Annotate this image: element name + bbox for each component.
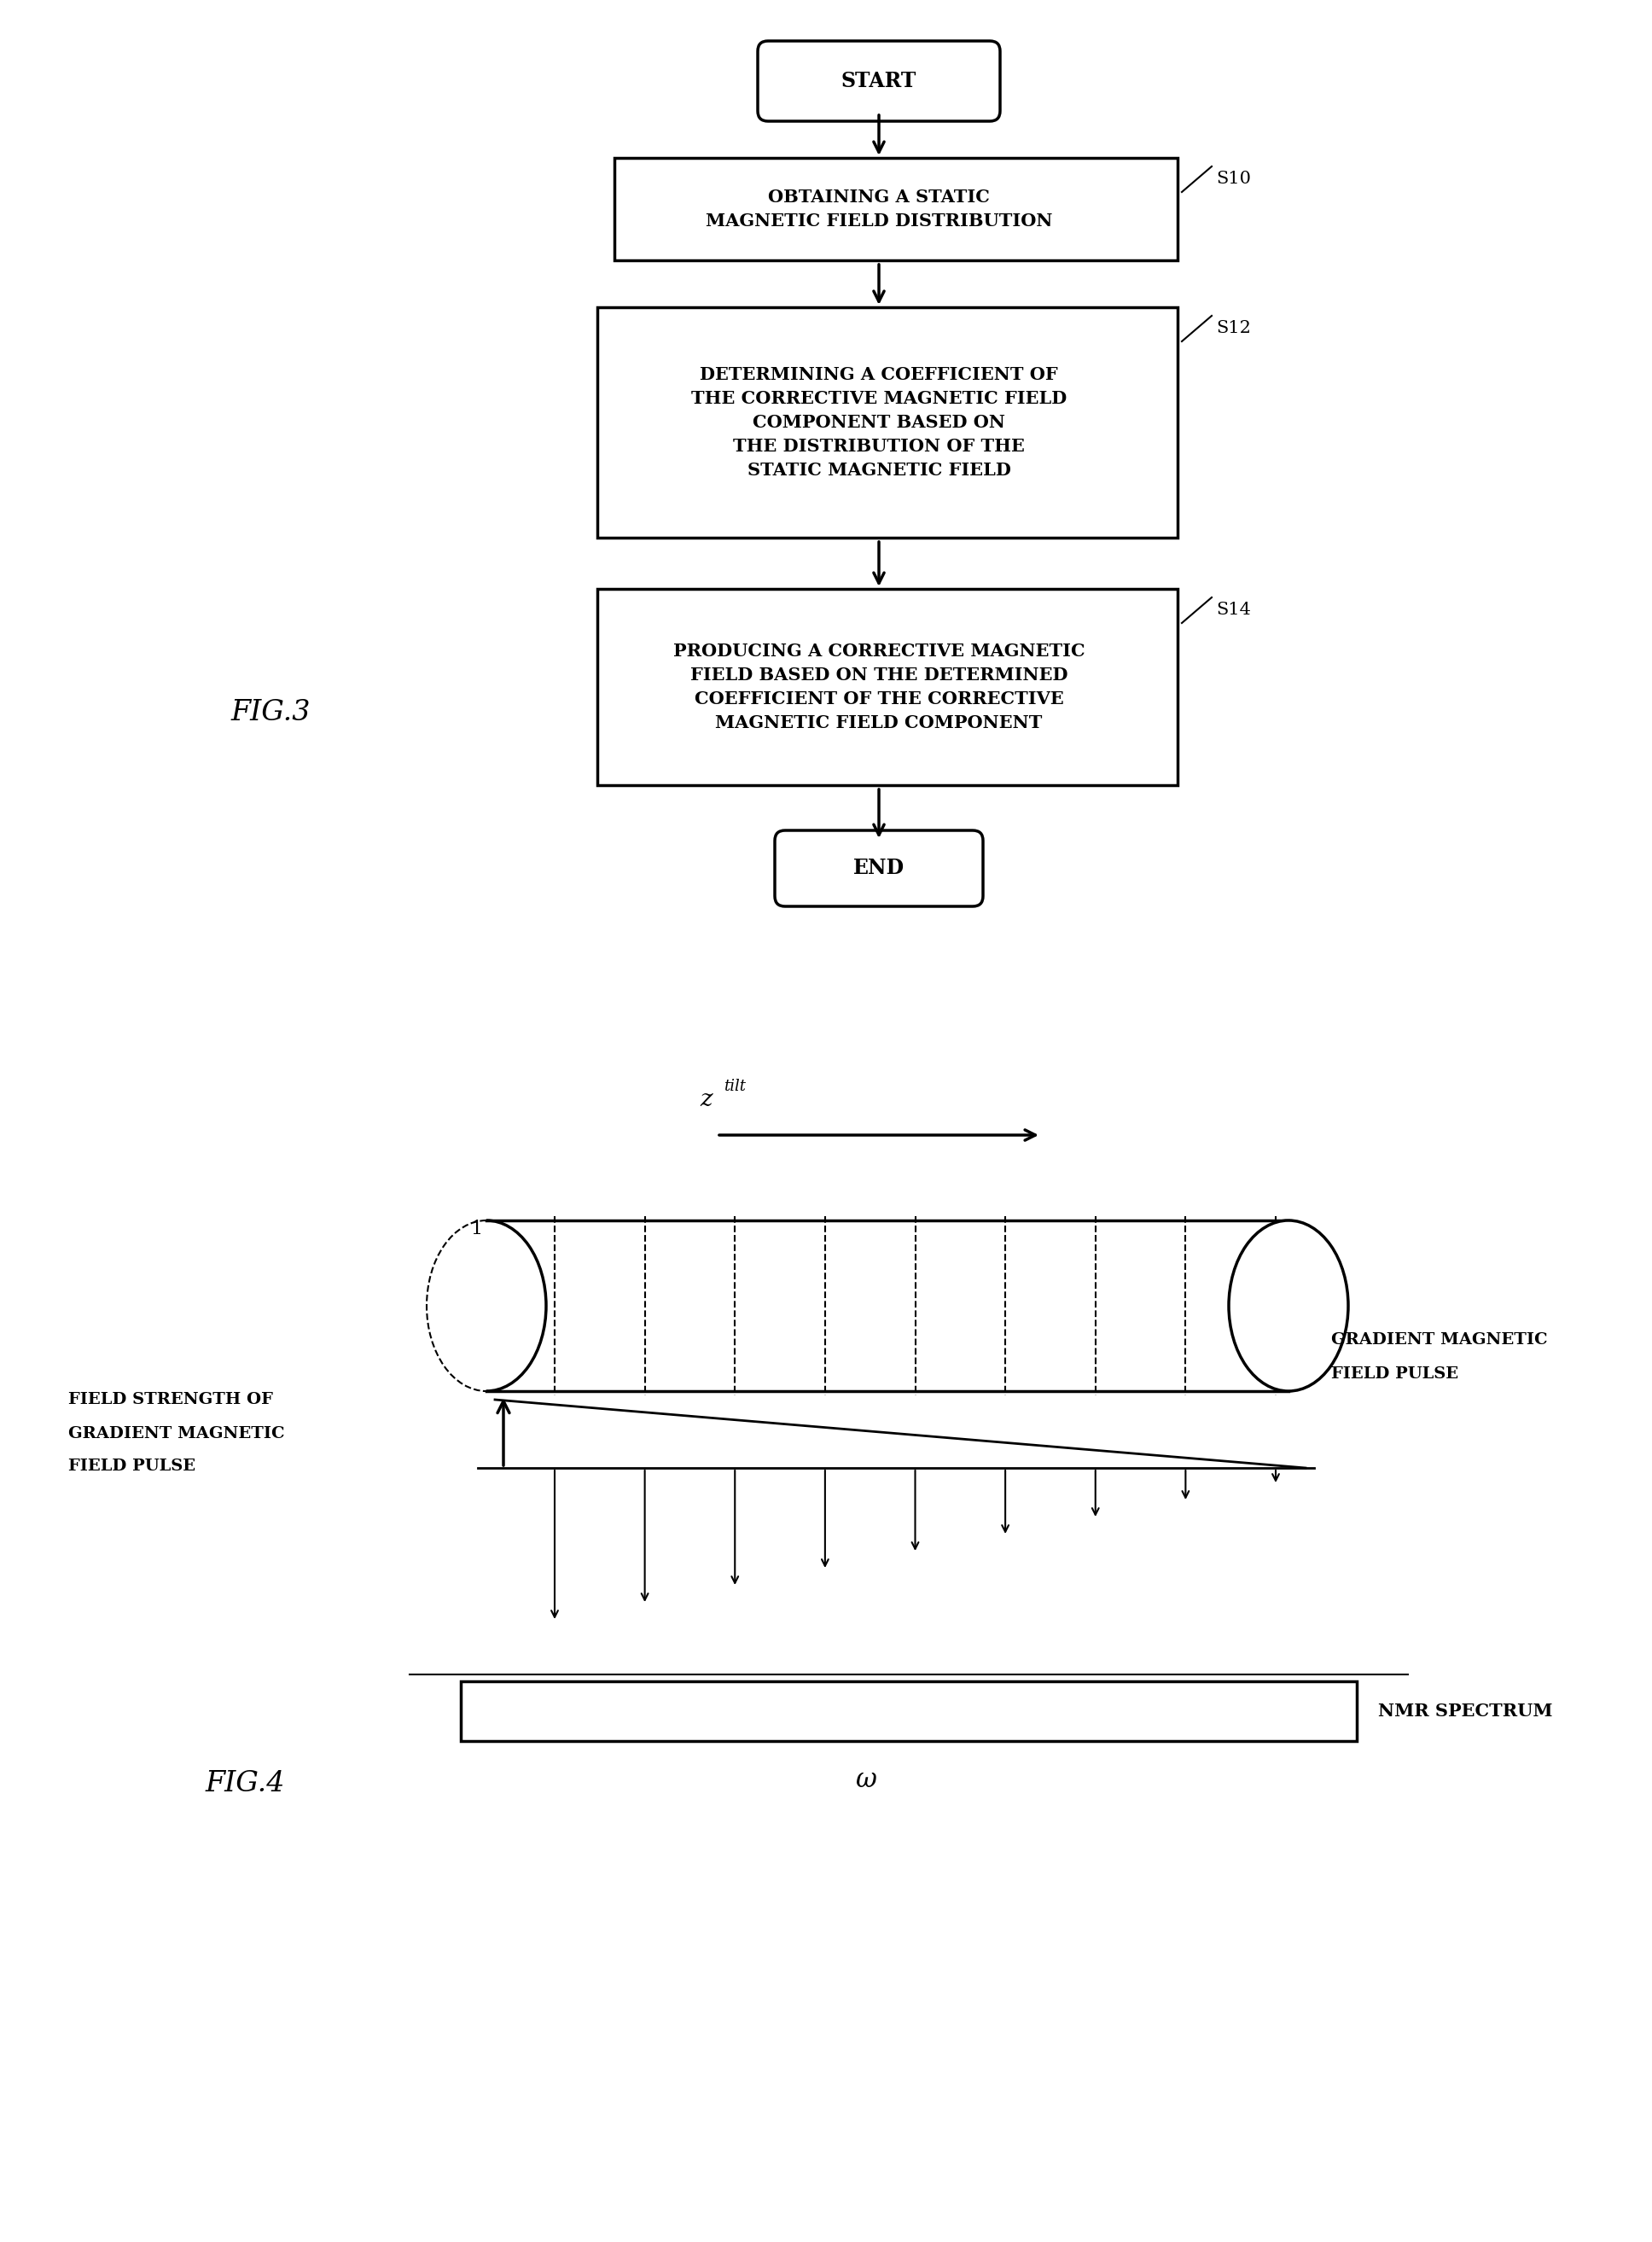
FancyBboxPatch shape [758,40,999,121]
Text: ω: ω [856,1767,877,1794]
Text: z: z [700,1087,712,1112]
Text: FIELD PULSE: FIELD PULSE [68,1460,195,1473]
Text: 1: 1 [471,1220,482,1238]
Text: FIG.4: FIG.4 [205,1769,284,1798]
Text: S14: S14 [1216,601,1251,619]
Text: FIG.3: FIG.3 [230,700,311,726]
Text: FIELD PULSE: FIELD PULSE [1332,1365,1459,1381]
Text: tilt: tilt [724,1078,745,1094]
Text: START: START [841,72,917,92]
Bar [598,590,1178,785]
Text: GRADIENT MAGNETIC: GRADIENT MAGNETIC [68,1426,284,1442]
Text: PRODUCING A CORRECTIVE MAGNETIC
FIELD BASED ON THE DETERMINED
COEFFICIENT OF THE: PRODUCING A CORRECTIVE MAGNETIC FIELD BA… [672,643,1085,731]
Bar [598,307,1178,538]
Text: S10: S10 [1216,170,1251,186]
Text: END: END [852,859,905,879]
Text: GRADIENT MAGNETIC: GRADIENT MAGNETIC [1332,1332,1548,1347]
Text: NMR SPECTRUM: NMR SPECTRUM [1378,1702,1553,1720]
Text: OBTAINING A STATIC
MAGNETIC FIELD DISTRIBUTION: OBTAINING A STATIC MAGNETIC FIELD DISTRI… [705,188,1052,229]
Text: DETERMINING A COEFFICIENT OF
THE CORRECTIVE MAGNETIC FIELD
COMPONENT BASED ON
TH: DETERMINING A COEFFICIENT OF THE CORRECT… [691,365,1067,480]
Bar [461,1682,1356,1742]
Text: FIELD STRENGTH OF: FIELD STRENGTH OF [68,1392,273,1408]
Ellipse shape [1229,1220,1348,1390]
Text: S12: S12 [1216,321,1251,336]
Bar [615,157,1178,260]
FancyBboxPatch shape [775,830,983,906]
